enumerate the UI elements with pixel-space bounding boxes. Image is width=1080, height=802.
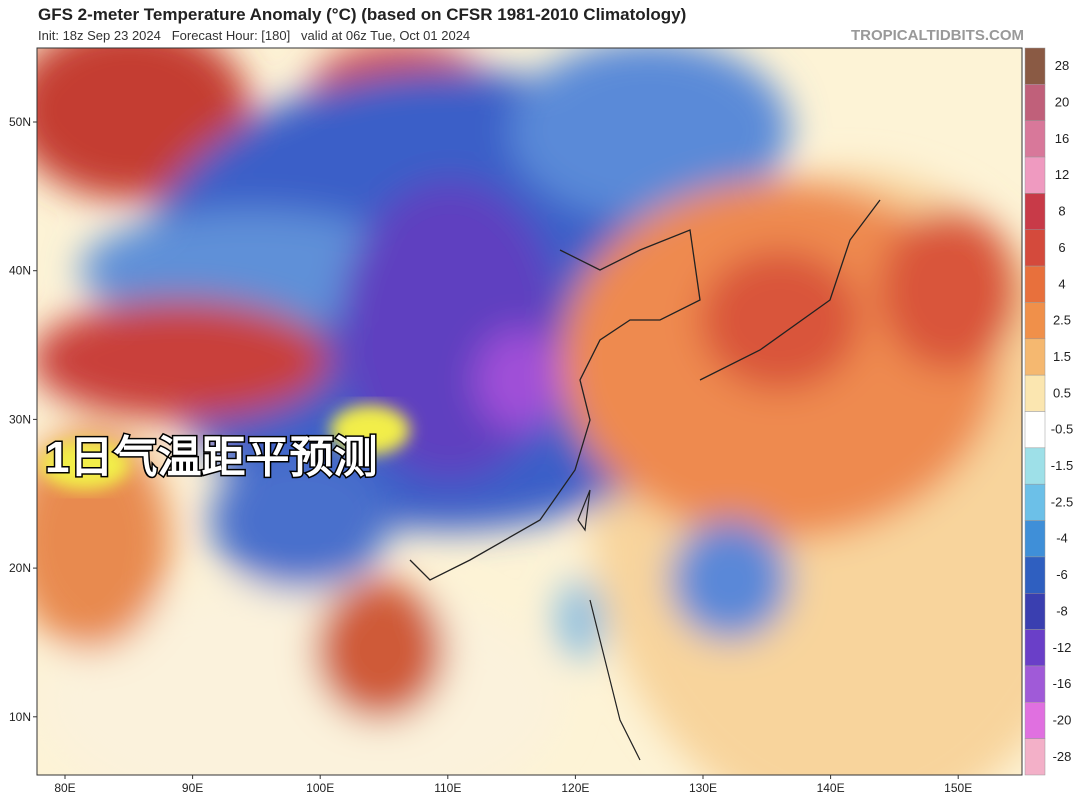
colorbar-label: 20 <box>1055 95 1069 110</box>
colorbar-bin <box>1024 483 1046 521</box>
map <box>37 48 1022 775</box>
lat-label: 30N <box>9 412 31 426</box>
colorbar-bin <box>1024 665 1046 703</box>
colorbar-bin <box>1024 84 1046 121</box>
colorbar-bin <box>1024 556 1046 594</box>
subtitle: Init: 18z Sep 23 2024 Forecast Hour: [18… <box>38 28 470 43</box>
colorbar-label: -16 <box>1053 676 1072 691</box>
colorbar-bin <box>1024 447 1046 485</box>
colorbar-label: -1.5 <box>1051 458 1073 473</box>
colorbar-bin <box>1024 338 1046 376</box>
colorbar-label: 6 <box>1058 240 1065 255</box>
colorbar-label: -2.5 <box>1051 494 1073 509</box>
coastline <box>699 199 881 381</box>
colorbar-label: 8 <box>1058 204 1065 219</box>
colorbar-bin <box>1024 193 1046 230</box>
colorbar-bin <box>1024 302 1046 340</box>
lon-label: 110E <box>434 781 461 795</box>
lon-label: 140E <box>817 781 845 795</box>
overlay-text: 1日气温距平预测 <box>45 433 377 482</box>
coastline <box>577 489 641 761</box>
colorbar-label: 28 <box>1055 58 1069 73</box>
colorbar-label: 4 <box>1058 276 1065 291</box>
lon-label: 120E <box>561 781 589 795</box>
colorbar-bin <box>1024 374 1046 412</box>
colorbar-bin <box>1024 738 1046 776</box>
lat-label: 20N <box>9 561 31 575</box>
colorbar-label: -28 <box>1053 749 1072 764</box>
colorbar-label: -8 <box>1056 603 1068 618</box>
title: GFS 2-meter Temperature Anomaly (°C) (ba… <box>38 5 686 24</box>
colorbar-label: 0.5 <box>1053 385 1071 400</box>
colorbar-bin <box>1024 593 1046 630</box>
lat-label: 40N <box>9 264 31 278</box>
colorbar-label: -0.5 <box>1051 422 1073 437</box>
lon-label: 100E <box>306 781 334 795</box>
colorbar-label: 1.5 <box>1053 349 1071 364</box>
map-frame <box>36 47 1023 776</box>
lat-label: 10N <box>9 710 31 724</box>
colorbar-bin <box>1024 629 1046 667</box>
colorbar: 28 20 16 12 8 6 4 2.5 1.5 0.5 -0.5 -1.5 -2.5 -4 -6 -8 -1… <box>1024 47 1073 776</box>
colorbar-bin <box>1024 265 1046 303</box>
colorbar-bin <box>1024 229 1046 267</box>
lon-label: 130E <box>689 781 717 795</box>
colorbar-bin <box>1024 156 1046 194</box>
colorbar-label: 16 <box>1055 131 1069 146</box>
colorbar-label: 12 <box>1055 167 1069 182</box>
lon-label: 150E <box>944 781 972 795</box>
colorbar-bin <box>1024 120 1046 158</box>
source: TROPICALTIDBITS.COM <box>851 27 1024 44</box>
colorbar-bin <box>1024 520 1046 558</box>
colorbar-bin <box>1024 47 1046 85</box>
lon-label: 80E <box>54 781 75 795</box>
colorbar-label: -12 <box>1053 640 1072 655</box>
axes: 50N 40N 30N 20N 10N 80E 90E 100E 110E 120E 130E 140… <box>9 115 972 795</box>
lon-label: 90E <box>182 781 203 795</box>
colorbar-label: -4 <box>1056 531 1068 546</box>
colorbar-label: -6 <box>1056 567 1068 582</box>
colorbar-bin <box>1024 702 1046 739</box>
colorbar-label: -20 <box>1053 712 1072 727</box>
coastline <box>409 229 701 581</box>
colorbar-label: 2.5 <box>1053 313 1071 328</box>
lat-label: 50N <box>9 115 31 129</box>
colorbar-bin <box>1024 411 1046 449</box>
